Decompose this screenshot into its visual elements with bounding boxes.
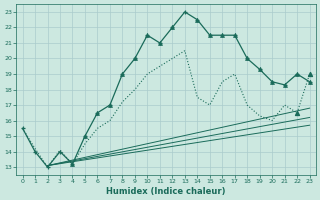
Point (132, 57, 138, 60)
Point (170, 26, 175, 29)
Point (220, 34, 225, 37)
Point (207, 34, 212, 37)
Point (294, 72, 300, 76)
Point (120, 72, 125, 76)
Point (157, 41, 163, 45)
Point (83, 134, 88, 138)
Point (95, 111, 100, 114)
Point (307, 80, 312, 83)
Point (244, 57, 250, 60)
Point (282, 83, 287, 86)
Point (70, 162, 75, 166)
Point (257, 68, 262, 71)
Point (232, 34, 237, 37)
Point (307, 72, 312, 76)
Point (108, 103, 113, 107)
Point (294, 111, 300, 114)
Point (269, 80, 275, 83)
X-axis label: Humidex (Indice chaleur): Humidex (Indice chaleur) (106, 187, 226, 196)
Point (195, 18, 200, 21)
Point (145, 34, 150, 37)
